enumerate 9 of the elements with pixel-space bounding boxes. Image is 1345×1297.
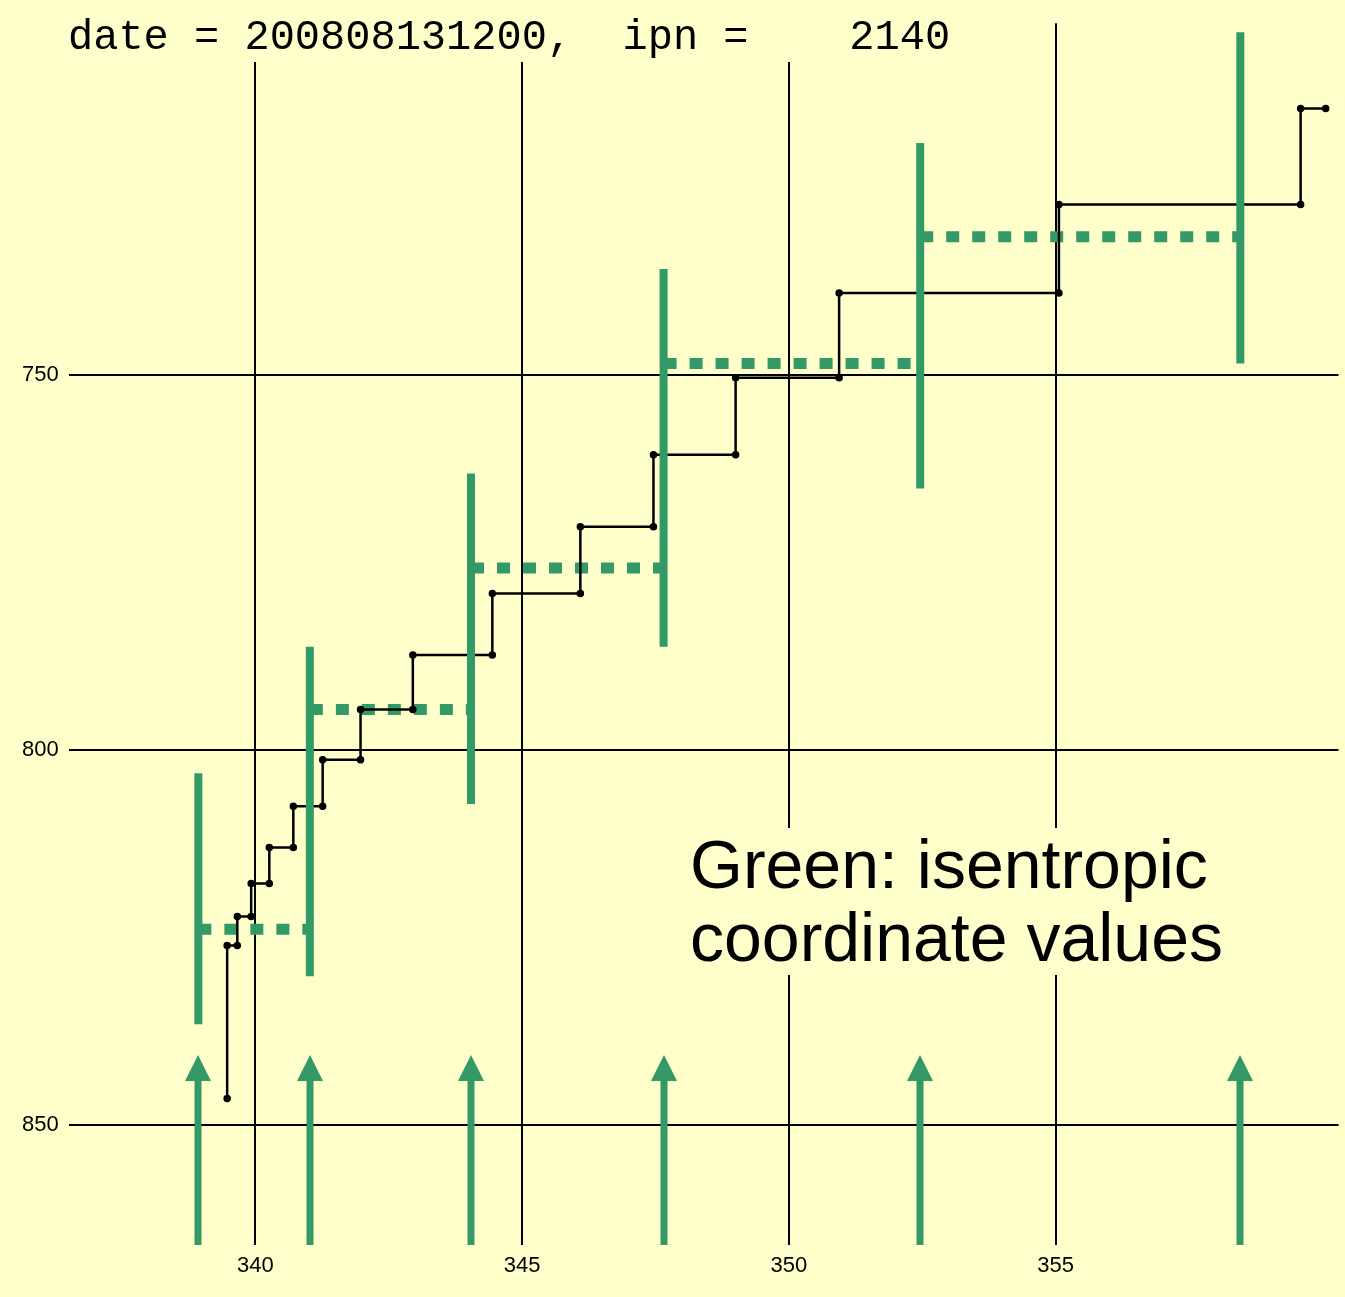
annotation: Green: isentropic coordinate values: [690, 826, 1340, 976]
x-tick-label: 355: [1037, 1251, 1075, 1277]
x-tick-label: 340: [237, 1251, 274, 1277]
y-tick-label: 850: [21, 1110, 59, 1136]
x-tick-label: 345: [503, 1251, 541, 1277]
y-tick-label: 800: [21, 736, 59, 762]
chart-title: date = 200808131200, ipn = 2140: [68, 14, 951, 62]
x-tick-label: 350: [770, 1251, 808, 1277]
y-tick-label: 750: [21, 361, 59, 387]
